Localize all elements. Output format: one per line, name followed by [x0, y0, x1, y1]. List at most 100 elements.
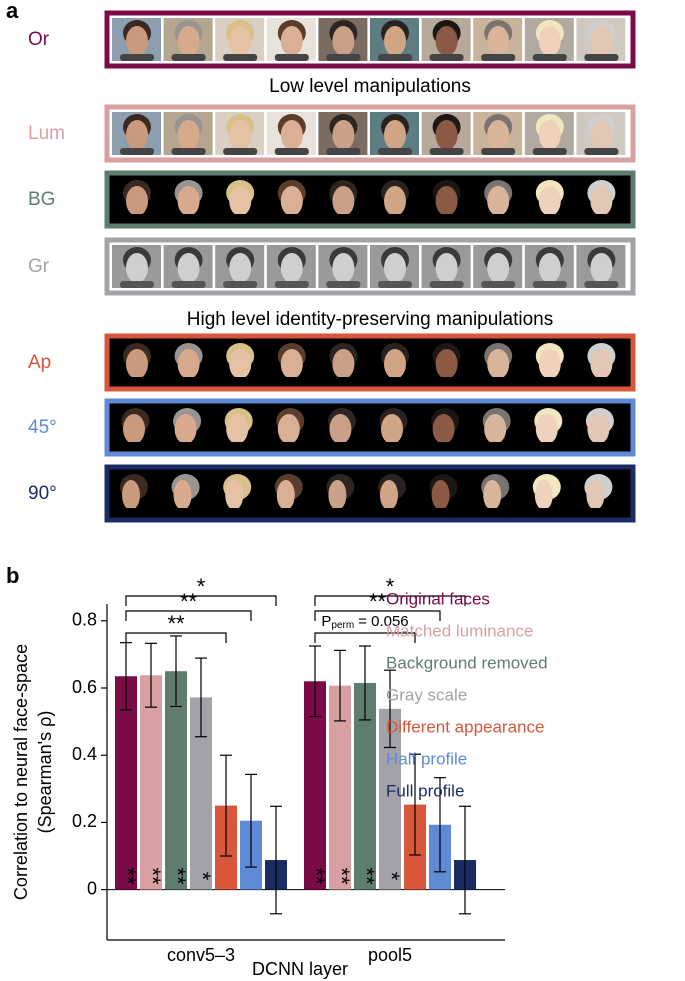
face-shoulders	[120, 377, 154, 384]
face-shoulders	[532, 508, 567, 515]
face-shoulders	[584, 148, 619, 155]
legend-entry: Half profile	[386, 749, 467, 768]
significance-stars: **	[140, 867, 165, 885]
section-heading: Low level manipulations	[269, 76, 471, 97]
comparison-bracket	[125, 610, 252, 621]
face-shoulders	[429, 442, 464, 449]
face-shoulders	[378, 148, 412, 155]
row-label: BG	[28, 189, 55, 210]
face-shoulders	[532, 148, 567, 155]
face-shoulders	[532, 214, 567, 221]
face-shoulders	[378, 281, 412, 288]
face	[177, 26, 200, 56]
face-shoulders	[223, 281, 258, 288]
legend-entry: Original faces	[386, 589, 490, 608]
face	[435, 186, 458, 216]
face	[431, 480, 450, 510]
face	[174, 414, 197, 444]
face-shoulders	[274, 214, 309, 221]
legend-entry: Matched luminance	[386, 621, 533, 640]
face	[177, 120, 200, 150]
face-shoulders	[274, 54, 309, 61]
face	[177, 349, 200, 379]
face	[229, 120, 252, 150]
face	[329, 414, 352, 444]
significance-stars: **	[115, 867, 140, 885]
face-shoulders	[481, 281, 516, 288]
legend-entry: Background removed	[386, 653, 548, 672]
face	[280, 26, 303, 56]
bar	[329, 685, 351, 890]
y-tick-label: 0.8	[72, 610, 97, 630]
face	[332, 349, 355, 379]
face	[587, 414, 610, 444]
face	[280, 186, 303, 216]
face-shoulders	[584, 377, 619, 384]
face	[590, 120, 613, 150]
face-shoulders	[584, 508, 619, 515]
face-shoulders	[120, 148, 154, 155]
face	[122, 480, 140, 510]
face	[229, 26, 252, 56]
y-tick-label: 0	[87, 878, 97, 898]
row-frame	[104, 237, 636, 296]
face-shoulders	[120, 54, 154, 61]
p-subscript: perm	[331, 620, 354, 631]
face	[277, 414, 300, 444]
face-shoulders	[378, 54, 412, 61]
face-shoulders	[120, 508, 154, 515]
panel-label: b	[6, 563, 19, 588]
face	[538, 26, 561, 56]
face-shoulders	[171, 442, 206, 449]
face-shoulders	[584, 442, 619, 449]
y-axis-label: Correlation to neural face-space	[11, 644, 31, 900]
face	[487, 253, 510, 283]
face	[590, 26, 613, 56]
p-value: = 0.056	[358, 613, 408, 630]
face-shoulders	[481, 214, 516, 221]
face	[229, 253, 252, 283]
face-shoulders	[274, 508, 309, 515]
face	[332, 186, 355, 216]
significance-stars: **	[329, 867, 354, 885]
row-label: 90°	[28, 483, 57, 504]
face	[328, 480, 347, 510]
face-shoulders	[274, 281, 309, 288]
panel-label: a	[6, 0, 19, 23]
significance-stars: *	[190, 872, 215, 881]
face-shoulders	[171, 281, 206, 288]
face	[487, 26, 510, 56]
bar	[140, 675, 162, 890]
face-shoulders	[171, 214, 206, 221]
comparison-label: **	[167, 611, 185, 636]
face	[225, 480, 244, 510]
row-label: 45°	[28, 417, 57, 438]
face	[126, 26, 148, 56]
face-shoulders	[481, 442, 516, 449]
face-shoulders	[171, 54, 206, 61]
face	[538, 120, 561, 150]
comparison-bracket	[125, 632, 227, 643]
face-shoulders	[584, 54, 619, 61]
comparison-bracket	[125, 595, 277, 606]
face	[534, 480, 553, 510]
face-shoulders	[429, 508, 464, 515]
face	[381, 414, 403, 444]
face	[177, 186, 200, 216]
face	[590, 253, 613, 283]
face-shoulders	[532, 281, 567, 288]
face-shoulders	[481, 508, 516, 515]
face	[487, 349, 510, 379]
significance-stars: **	[304, 867, 329, 885]
face-shoulders	[532, 442, 567, 449]
face	[384, 349, 406, 379]
face-shoulders	[326, 281, 361, 288]
face-shoulders	[326, 442, 361, 449]
face	[484, 414, 507, 444]
face	[229, 349, 252, 379]
x-axis-label: DCNN layer	[252, 959, 348, 979]
face	[487, 120, 510, 150]
face	[332, 120, 355, 150]
row-frame	[104, 10, 636, 69]
face	[538, 349, 561, 379]
